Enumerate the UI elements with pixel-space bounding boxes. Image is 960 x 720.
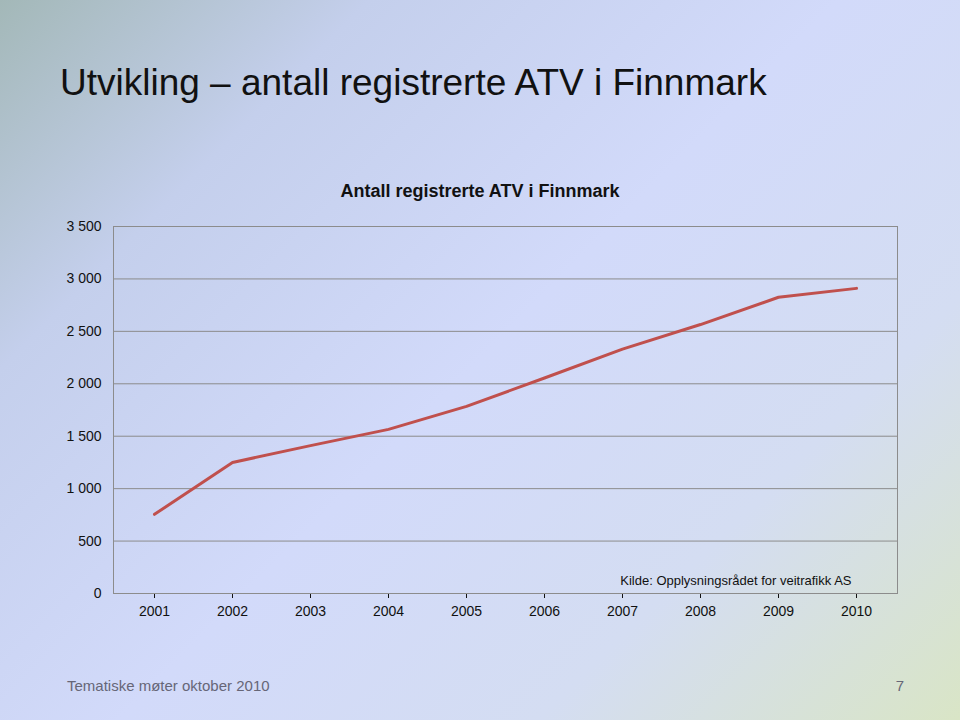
svg-text:2009: 2009 — [763, 603, 794, 619]
svg-text:2 000: 2 000 — [66, 375, 101, 391]
svg-text:2007: 2007 — [607, 603, 638, 619]
svg-text:2010: 2010 — [841, 603, 872, 619]
svg-text:2008: 2008 — [685, 603, 716, 619]
svg-text:2 500: 2 500 — [66, 323, 101, 339]
svg-text:2001: 2001 — [139, 603, 170, 619]
svg-text:1 000: 1 000 — [66, 480, 101, 496]
svg-text:3 500: 3 500 — [66, 218, 101, 234]
svg-text:2006: 2006 — [529, 603, 560, 619]
svg-text:1 500: 1 500 — [66, 428, 101, 444]
html-text:7: 7 — [895, 677, 904, 694]
svg-text:2005: 2005 — [451, 603, 482, 619]
svg-text:500: 500 — [78, 533, 102, 549]
svg-text:2002: 2002 — [217, 603, 248, 619]
html-text:Tematiske møter oktober 2010: Tematiske møter oktober 2010 — [67, 677, 270, 694]
svg-text:2003: 2003 — [295, 603, 326, 619]
svg-text:2004: 2004 — [373, 603, 404, 619]
svg-text:Kilde: Opplysningsrådet for ve: Kilde: Opplysningsrådet for veitrafikk A… — [620, 573, 852, 588]
svg-text:3 000: 3 000 — [66, 270, 101, 286]
html-text:Antall registrerte ATV i Finnm: Antall registrerte ATV i Finnmark — [340, 181, 620, 201]
html-text:Utvikling – antall registrerte: Utvikling – antall registrerte ATV i Fin… — [60, 62, 767, 103]
svg-text:0: 0 — [94, 585, 102, 601]
